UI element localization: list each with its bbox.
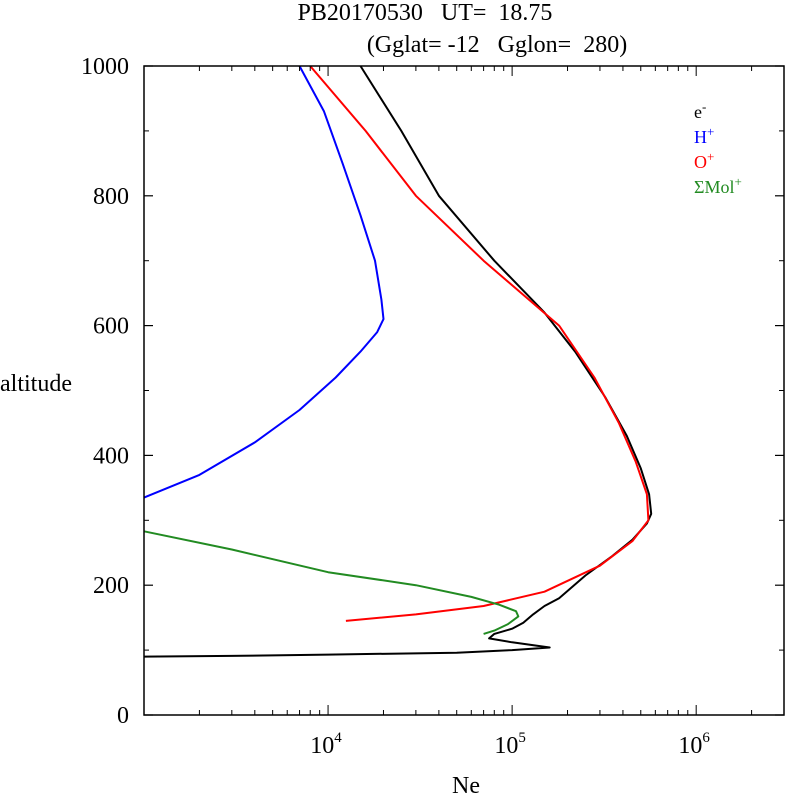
series-line-2 — [309, 65, 650, 622]
ticks-layer: 0 200 400 600 800 1000 104 105 106 — [81, 54, 785, 759]
x-tick-label: 106 — [678, 730, 710, 759]
series-layer — [143, 65, 653, 658]
legend-entry-1: H+ — [694, 124, 714, 147]
y-tick-label: 1000 — [81, 54, 129, 80]
x-tick-label: 104 — [310, 730, 342, 759]
y-tick-label: 600 — [93, 314, 129, 340]
series-line-1 — [143, 65, 385, 499]
legend: e-H+O+ΣMol+ — [694, 99, 742, 197]
chart-title-line1: PB20170530 UT= 18.75 — [298, 0, 553, 26]
y-tick-label: 200 — [93, 573, 129, 599]
series-line-0 — [143, 65, 653, 658]
legend-entry-0: e- — [694, 99, 706, 122]
y-tick-label: 800 — [93, 184, 129, 210]
series-line-3 — [143, 530, 520, 635]
chart-title-line2: (Gglat= -12 Gglon= 280) — [367, 32, 627, 58]
y-tick-label: 0 — [117, 703, 129, 729]
x-axis-label: Ne — [452, 773, 480, 795]
legend-entry-3: ΣMol+ — [694, 174, 742, 197]
legend-entry-2: O+ — [694, 149, 714, 172]
y-axis-label: altitude — [0, 371, 72, 397]
x-tick-label: 105 — [494, 730, 526, 759]
plot-frame — [143, 65, 785, 716]
y-tick-label: 400 — [93, 443, 129, 469]
